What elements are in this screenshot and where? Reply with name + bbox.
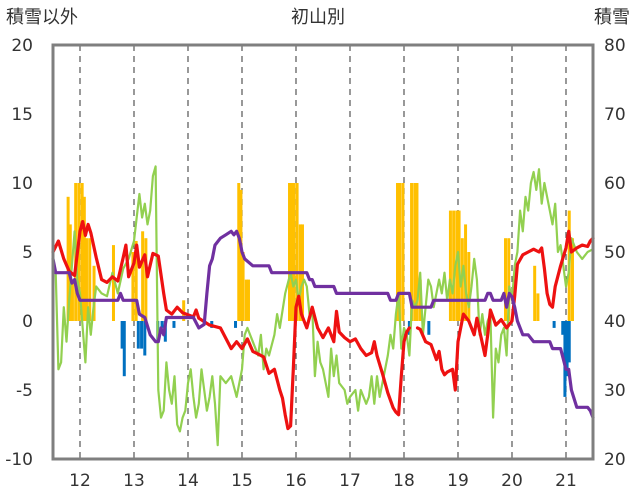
bar-orange: [141, 231, 145, 321]
x-tick-label: 15: [231, 471, 253, 491]
bar-orange: [241, 252, 245, 321]
series-line: [51, 165, 595, 447]
bar-orange: [182, 300, 186, 321]
y-right-tick-label: 20: [604, 450, 626, 470]
y-right-tick-label: 50: [604, 243, 626, 263]
bar-blue: [122, 321, 126, 377]
bar-orange: [92, 265, 96, 321]
y-right-tick-label: 30: [604, 381, 626, 401]
series-line: [415, 229, 595, 392]
bar-orange: [292, 183, 296, 321]
plot-frame: [51, 43, 595, 461]
bar-orange: [288, 183, 292, 321]
bar-orange: [84, 238, 88, 321]
bar-blue: [561, 321, 565, 335]
bar-blue: [160, 321, 164, 328]
bar-orange: [401, 183, 405, 321]
x-tick-label: 18: [393, 471, 415, 491]
bar-orange: [244, 279, 248, 321]
bar-blue: [565, 321, 569, 377]
bar-blue: [567, 321, 571, 363]
bar-blue: [234, 321, 238, 328]
x-tick-label: 14: [177, 471, 199, 491]
left-axis-label: 積雪以外: [6, 7, 78, 28]
bar-orange: [507, 238, 511, 321]
bar-orange: [88, 238, 92, 321]
bar-orange: [66, 196, 70, 321]
bar-orange: [413, 183, 417, 321]
y-left-tick-label: 15: [11, 105, 33, 125]
bar-orange: [396, 183, 400, 321]
y-right-tick-label: 40: [604, 312, 626, 332]
bar-orange: [134, 240, 138, 321]
y-left-tick-label: 0: [22, 312, 33, 332]
bar-orange: [570, 238, 574, 321]
x-tick-label: 13: [123, 471, 145, 491]
bar-orange: [467, 252, 471, 321]
bar-blue: [427, 321, 431, 335]
x-tick-label: 19: [447, 471, 469, 491]
bar-orange: [295, 183, 299, 321]
bar-blue: [120, 321, 124, 349]
bar-orange: [452, 210, 456, 321]
bar-orange: [237, 183, 241, 321]
bar-blue: [140, 321, 144, 349]
bar-orange: [144, 238, 148, 321]
grid-layer: [79, 45, 567, 459]
y-right-tick-label: 60: [604, 174, 626, 194]
x-tick-label: 16: [285, 471, 307, 491]
bar-orange: [455, 210, 459, 321]
series-line: [51, 220, 411, 431]
bar-orange: [504, 238, 508, 321]
bar-orange: [111, 245, 115, 321]
chart-title: 初山別: [291, 7, 345, 28]
bar-orange: [448, 210, 452, 321]
y-left-tick-label: 20: [11, 36, 33, 56]
x-tick-label: 21: [555, 471, 577, 491]
bar-orange: [82, 196, 86, 321]
bar-orange: [533, 265, 537, 321]
bar-orange: [536, 293, 540, 321]
y-left-tick-label: -10: [5, 450, 33, 470]
bar-orange: [246, 279, 250, 321]
bar-orange: [70, 279, 74, 321]
ticks-layer: 12 13 14 15 16 17 18 19 20 21 -10 -5 0 5 10 15 20 20 30 40 5…: [5, 36, 625, 491]
bar-orange: [131, 252, 135, 321]
y-left-tick-label: 10: [11, 174, 33, 194]
bar-orange: [418, 279, 422, 321]
y-left-tick-label: -5: [16, 381, 33, 401]
bar-orange: [239, 189, 243, 321]
x-tick-label: 17: [339, 471, 361, 491]
bar-orange: [80, 183, 84, 321]
series-line: [51, 229, 595, 420]
y-left-tick-label: 5: [22, 243, 33, 263]
x-tick-label: 20: [501, 471, 523, 491]
right-axis-label: 積雪: [594, 7, 630, 28]
bar-orange: [290, 183, 294, 321]
bar-blue: [552, 321, 556, 328]
y-right-tick-label: 70: [604, 105, 626, 125]
bar-orange: [415, 183, 419, 321]
bar-orange: [398, 183, 402, 321]
bar-blue: [172, 321, 176, 328]
lines-layer: [51, 165, 595, 447]
bar-orange: [410, 183, 414, 321]
bar-orange: [464, 224, 468, 321]
x-tick-label: 12: [69, 471, 91, 491]
bar-blue: [143, 321, 147, 356]
y-right-tick-label: 80: [604, 36, 626, 56]
bar-blue: [136, 321, 140, 349]
